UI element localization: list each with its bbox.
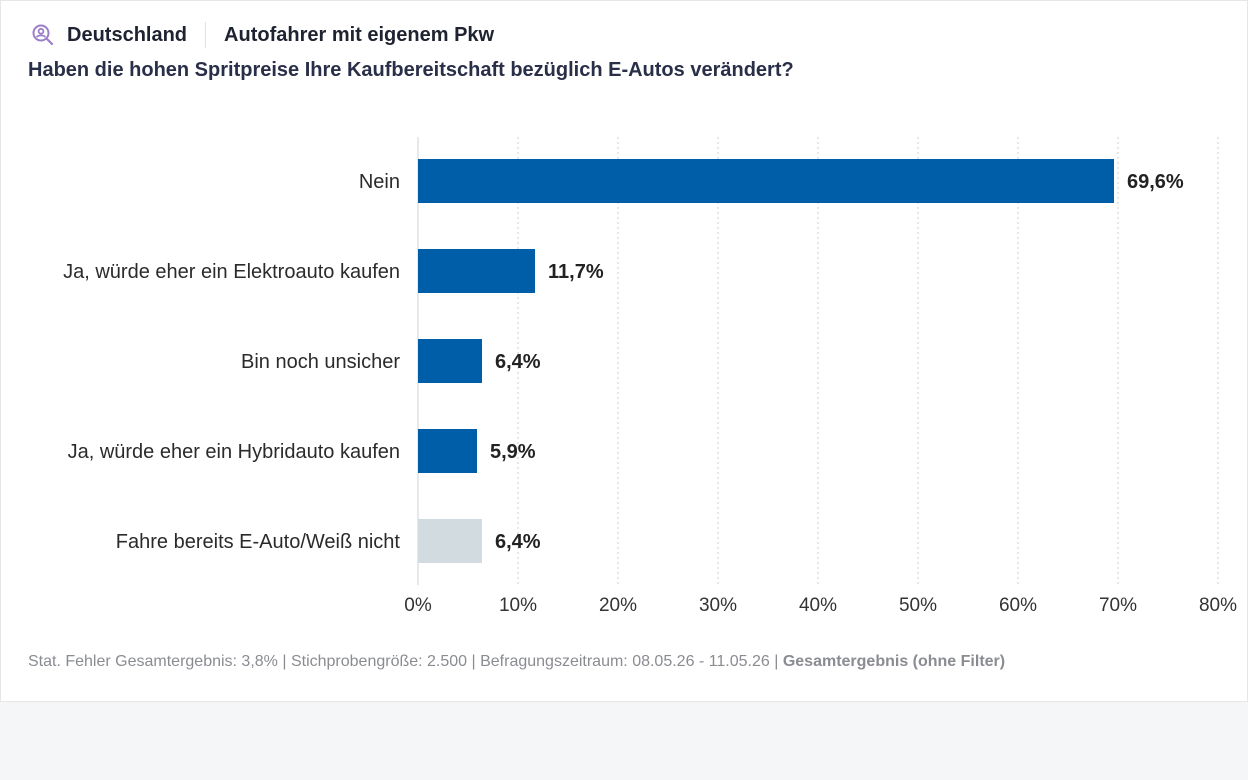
category-label: Ja, würde eher ein Hybridauto kaufen (68, 441, 400, 463)
category-label: Ja, würde eher ein Elektroauto kaufen (63, 261, 400, 283)
bar (418, 339, 482, 383)
bar (418, 519, 482, 563)
footer-info: Stat. Fehler Gesamtergebnis: 3,8% | Stic… (28, 653, 1005, 671)
question-title: Haben die hohen Spritpreise Ihre Kaufber… (28, 59, 794, 81)
x-tick-label: 0% (404, 595, 432, 616)
category-label: Nein (359, 171, 400, 193)
footer-filter: Gesamtergebnis (ohne Filter) (782, 653, 1006, 670)
x-tick-label: 30% (699, 595, 737, 616)
x-tick-label: 70% (1099, 595, 1137, 616)
x-tick-label: 10% (499, 595, 537, 616)
category-label: Fahre bereits E-Auto/Weiß nicht (116, 531, 401, 553)
value-label: 69,6% (1127, 171, 1184, 193)
chart-card: Deutschland Autofahrer mit eigenem Pkw H… (0, 0, 1248, 702)
bar (418, 159, 1114, 203)
bar (418, 249, 535, 293)
country-label: Deutschland (67, 23, 188, 46)
header-divider (205, 22, 207, 48)
value-label: 6,4% (495, 531, 541, 553)
filter-header: Deutschland Autofahrer mit eigenem Pkw (31, 19, 494, 51)
value-label: 5,9% (490, 441, 536, 463)
bar (418, 429, 477, 473)
x-tick-label: 20% (599, 595, 637, 616)
bottom-band (0, 702, 1248, 780)
value-label: 11,7% (548, 261, 604, 283)
segment-label: Autofahrer mit eigenem Pkw (224, 23, 495, 46)
footer-stats: Stat. Fehler Gesamtergebnis: 3,8% | Stic… (28, 653, 783, 670)
search-user-icon[interactable] (31, 23, 55, 47)
x-tick-label: 80% (1199, 595, 1237, 616)
x-tick-label: 40% (799, 595, 837, 616)
bar-chart: 0% 10% 20% 30% 40% 50% 60% 70% 80% Nein 69,6% Ja, w… (63, 137, 1237, 616)
x-tick-label: 60% (999, 595, 1037, 616)
value-label: 6,4% (495, 351, 541, 373)
category-label: Bin noch unsicher (241, 351, 400, 373)
x-tick-label: 50% (899, 595, 937, 616)
